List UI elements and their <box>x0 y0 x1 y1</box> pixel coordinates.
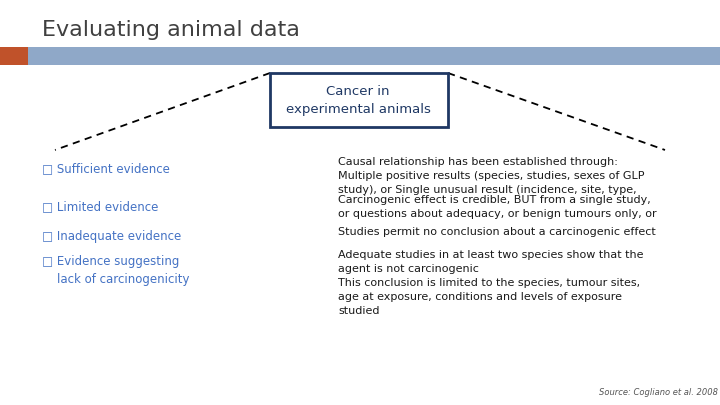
Text: Carcinogenic effect is credible, BUT from a single study,
or questions about ade: Carcinogenic effect is credible, BUT fro… <box>338 195 657 219</box>
Text: □ Inadequate evidence: □ Inadequate evidence <box>42 230 181 243</box>
Text: Evaluating animal data: Evaluating animal data <box>42 20 300 40</box>
Text: Studies permit no conclusion about a carcinogenic effect: Studies permit no conclusion about a car… <box>338 227 656 237</box>
Bar <box>270 73 448 127</box>
Text: Cancer in: Cancer in <box>326 85 390 98</box>
Bar <box>0 47 28 65</box>
Text: □ Limited evidence: □ Limited evidence <box>42 200 158 213</box>
Bar <box>0 47 720 65</box>
Text: Causal relationship has been established through:
Multiple positive results (spe: Causal relationship has been established… <box>338 157 644 195</box>
Text: Source: Cogliano et al. 2008: Source: Cogliano et al. 2008 <box>599 388 718 397</box>
Text: □ Evidence suggesting
    lack of carcinogenicity: □ Evidence suggesting lack of carcinogen… <box>42 255 189 286</box>
Text: □ Sufficient evidence: □ Sufficient evidence <box>42 162 170 175</box>
Text: Adequate studies in at least two species show that the
agent is not carcinogenic: Adequate studies in at least two species… <box>338 250 644 316</box>
Text: experimental animals: experimental animals <box>286 103 431 116</box>
